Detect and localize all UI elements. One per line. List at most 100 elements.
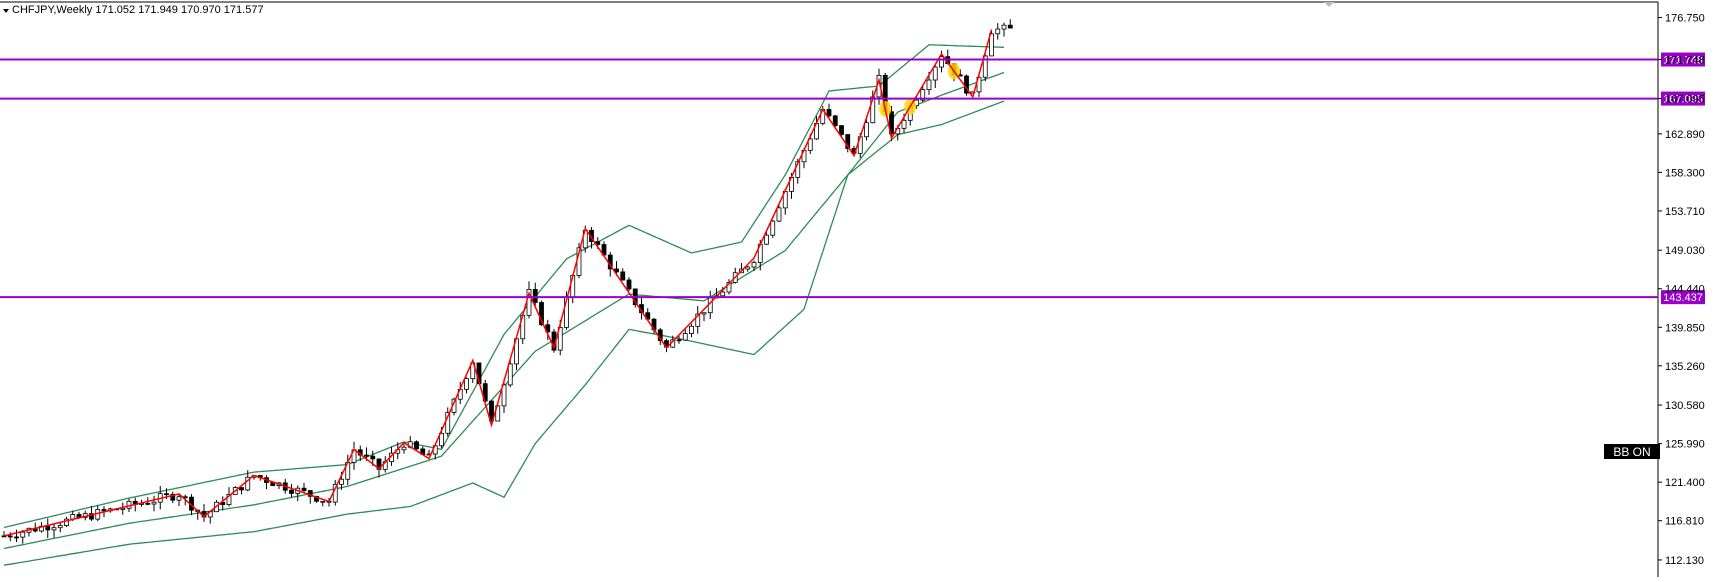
candle-body [939,56,944,68]
candle-body [745,266,751,270]
candle-body [470,362,476,380]
price-axis: 176.750 171.748 167.095 162.890 158.300 153.7… [1658,13,1705,567]
candle-body [1001,24,1007,30]
candle-body [364,454,369,457]
candle-body [170,494,176,501]
candle-body [145,502,151,505]
candle-body [89,513,94,520]
candle-body [626,279,632,290]
candle-body [901,119,907,129]
candle-body [532,288,538,303]
candle-body [620,271,626,281]
shift-marker-icon[interactable] [1324,2,1334,7]
y-tick-label: 176.750 [1665,13,1705,25]
candle-body [370,455,376,460]
candle-body [495,405,501,422]
y-tick-label: 171.748 [1665,55,1705,67]
candle-body [401,446,407,451]
candle-body [307,490,313,497]
bollinger-lower-line [3,100,1005,566]
candle-body [682,333,688,341]
y-tick-label: 149.030 [1665,245,1705,257]
candle-body [289,489,294,494]
y-tick-label: 139.850 [1665,322,1705,334]
level-price-tag [1661,290,1705,305]
candle-body [57,525,63,529]
candle-body [982,55,988,78]
candle-body [770,220,776,236]
candle-body [676,339,682,342]
candle-body [507,363,513,386]
candle-body [839,125,844,135]
candle-body [320,500,326,503]
candle-body [926,79,932,91]
candle-body [126,500,132,509]
candle-body [695,313,701,327]
candle-body [176,496,182,501]
y-tick-label: 121.400 [1665,477,1705,489]
bollinger-bands [3,44,1005,566]
candle-body [464,378,469,390]
candle-body [989,33,994,57]
candle-body [826,109,832,117]
candle-body [720,291,726,297]
candle-body [689,325,694,334]
candle-body [45,525,51,531]
y-tick-label: 158.300 [1665,167,1705,179]
candle-body [889,111,894,135]
candle-body [864,122,869,138]
y-tick-label: 116.810 [1665,516,1704,528]
collapse-arrow-icon[interactable] [3,9,9,13]
candle-body [726,281,732,293]
candle-body [120,507,126,510]
candle-body [845,134,851,149]
candle-body [807,138,813,151]
candle-body [226,493,232,506]
bb-badge-bg[interactable] [1604,444,1660,459]
bb-badge-label: BB ON [1613,445,1650,459]
candle-body [557,327,563,351]
candle-body [489,400,494,422]
candle-body [701,312,707,315]
level-price-label: 167.095 [1663,94,1703,106]
candle-body [101,509,107,512]
candle-body [20,531,26,538]
candle-body [239,487,244,491]
y-tick-label: 130.580 [1665,400,1705,412]
candle-body [1007,24,1013,29]
level-price-tag [1661,52,1705,67]
symbol-info: CHFJPY,Weekly 171.052 171.949 170.970 17… [12,4,264,16]
candle-body [151,501,157,505]
candle-body [932,66,938,81]
candle-body [776,207,782,222]
candle-body [920,89,926,101]
y-tick-label: 112.130 [1665,555,1704,567]
y-tick-label: 135.260 [1665,361,1705,373]
candle-body [501,384,507,407]
zigzag-line [3,29,993,537]
candle-body [414,441,419,450]
level-price-label: 143.437 [1663,292,1703,304]
candle-body [7,535,13,538]
horizontal-levels[interactable]: 171.748 167.095 143.437 [0,52,1705,305]
candle-body [245,476,251,491]
candle-body [764,234,769,245]
y-tick-label: 162.890 [1665,129,1705,141]
y-tick-label: 144.440 [1665,284,1705,296]
candle-body [832,115,838,127]
candle-body [439,432,444,447]
candle-body [751,262,757,268]
candle-body [301,487,307,491]
y-tick-label: 167.095 [1665,94,1705,106]
candle-body [164,493,169,496]
bollinger-upper-line [3,44,1005,529]
y-tick-label: 153.710 [1665,206,1705,218]
zigzag-indicator [3,29,993,537]
level-price-label: 171.748 [1663,55,1703,67]
candle-body [339,478,344,485]
candle-body [14,536,19,539]
candle-body [51,527,57,531]
candle-body [64,518,69,526]
